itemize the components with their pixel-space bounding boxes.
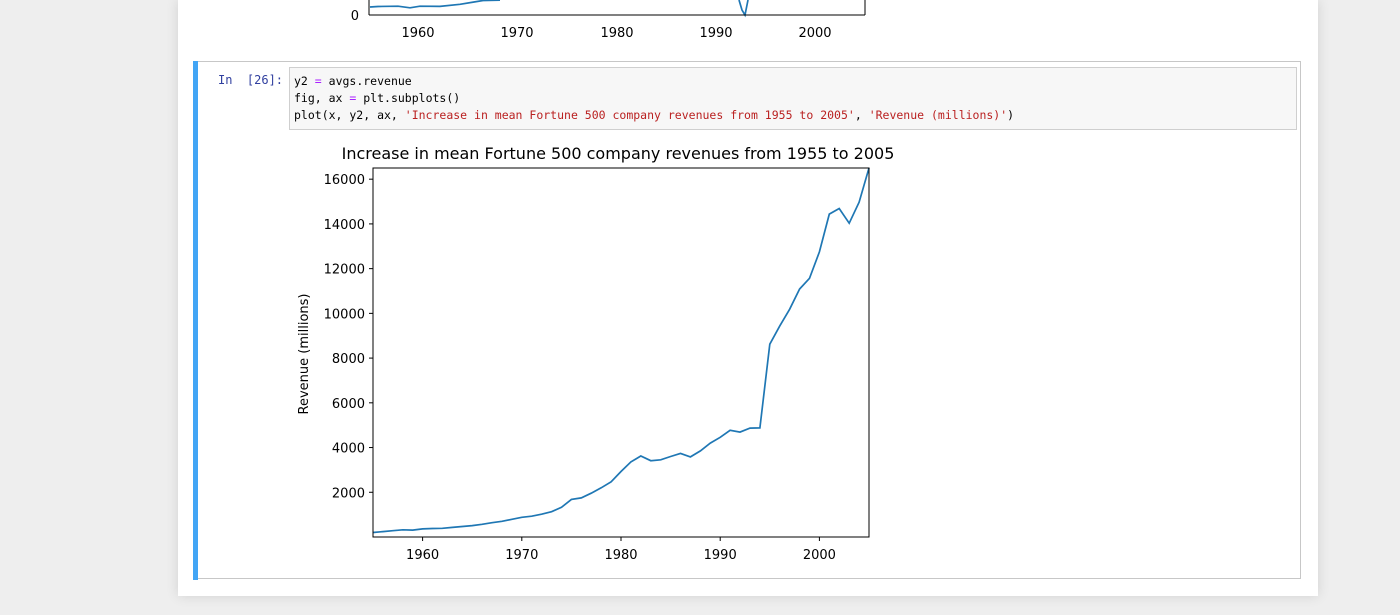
x-tick-label: 1980: [604, 548, 637, 563]
code-token: ,: [854, 108, 869, 122]
code-cell-selected[interactable]: In [26]: y2 = avgs.revenue fig, ax = plt…: [193, 61, 1301, 580]
revenue-line-chart: Increase in mean Fortune 500 company rev…: [297, 144, 895, 563]
code-token: y2: [294, 74, 315, 88]
y-tick-label: 6000: [332, 397, 365, 412]
code-string: 'Revenue (millions)': [868, 108, 1008, 122]
code-token: plot(x, y2, ax,: [294, 108, 405, 122]
x-axis-ticks: 1960 1970 1980 1990 2000: [406, 537, 836, 563]
x-tick-label: 2000: [803, 548, 836, 563]
cell-prompt: In [26]:: [218, 73, 284, 87]
previous-plot-x-tick: 1970: [500, 26, 533, 41]
code-token: fig, ax: [294, 91, 350, 105]
y-tick-label: 10000: [324, 307, 365, 322]
previous-plot-x-tick: 2000: [798, 26, 831, 41]
code-line-1[interactable]: y2 = avgs.revenue: [294, 73, 1292, 90]
y-tick-label: 14000: [324, 218, 365, 233]
plot-frame: [372, 167, 870, 538]
cell-selection-bar: [193, 61, 198, 580]
previous-plot-x-tick: 1960: [401, 26, 434, 41]
previous-plot-line: [369, 0, 501, 9]
previous-plot-x-tick: 1980: [600, 26, 633, 41]
code-line-3[interactable]: plot(x, y2, ax, 'Increase in mean Fortun…: [294, 107, 1292, 124]
y-tick-label: 2000: [332, 486, 365, 501]
code-token: plt.subplots(): [356, 91, 461, 105]
previous-plot-y-tick-zero: 0: [351, 9, 359, 24]
code-editor[interactable]: y2 = avgs.revenue fig, ax = plt.subplots…: [289, 67, 1297, 130]
y-tick-label: 12000: [324, 263, 365, 278]
code-operator: =: [314, 74, 322, 88]
previous-plot-line-tail: [738, 0, 749, 18]
code-token: avgs.revenue: [321, 74, 412, 88]
x-tick-label: 1960: [406, 548, 439, 563]
previous-plot-x-tick: 1990: [699, 26, 732, 41]
cell-output: Increase in mean Fortune 500 company rev…: [289, 137, 989, 577]
previous-plot-output: 0 1960 1970 1980 1990 2000: [351, 0, 866, 41]
y-axis-ticks: 2000 4000 6000 8000 10000 12000 14000 16000: [324, 173, 373, 501]
x-tick-label: 1990: [704, 548, 737, 563]
code-token: ): [1007, 108, 1015, 122]
code-string: 'Increase in mean Fortune 500 company re…: [404, 108, 855, 122]
y-tick-label: 8000: [332, 352, 365, 367]
previous-plot-axes: 0 1960 1970 1980 1990 2000: [351, 0, 866, 41]
x-tick-label: 1970: [505, 548, 538, 563]
y-tick-label: 16000: [324, 173, 365, 188]
notebook-page: 0 1960 1970 1980 1990 2000 In [26]: y2 =…: [178, 0, 1318, 596]
chart-title: Increase in mean Fortune 500 company rev…: [342, 144, 895, 163]
code-operator: =: [349, 91, 357, 105]
code-line-2[interactable]: fig, ax = plt.subplots(): [294, 90, 1292, 107]
y-tick-label: 4000: [332, 442, 365, 457]
series-line-revenue: [372, 167, 870, 534]
chart-y-axis-label: Revenue (millions): [297, 294, 312, 415]
